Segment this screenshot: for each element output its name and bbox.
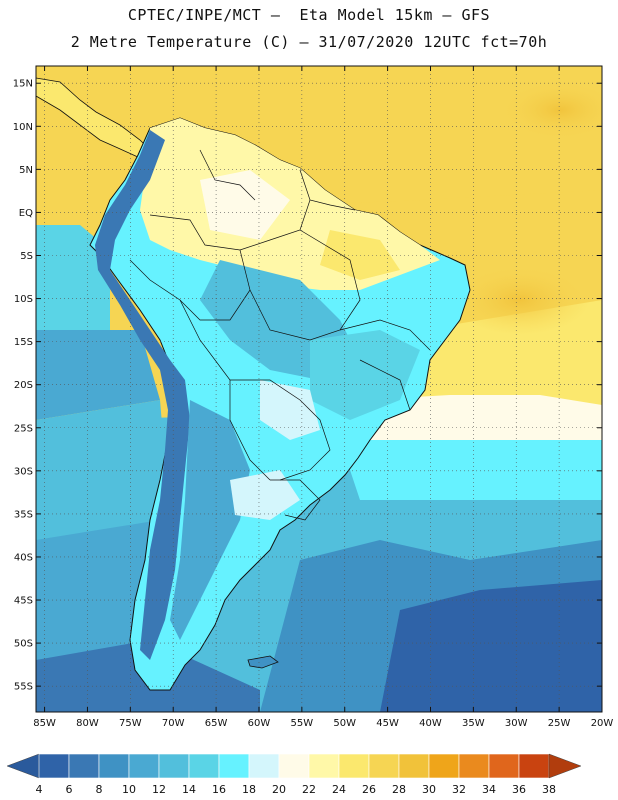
lon-label: 75W (119, 718, 142, 729)
lat-label: 40S (14, 552, 33, 563)
falkland-islands (247, 655, 279, 669)
colorbar-swatch (68, 753, 100, 779)
lat-label: 45S (14, 596, 33, 607)
colorbar-label: 16 (212, 783, 226, 796)
lon-label: 35W (462, 718, 485, 729)
latitude-labels: 15N 10N 5N EQ 5S 10S 15S 20S 25S 30S 35S 40S 45S 50S 5… (13, 79, 33, 693)
colorbar-swatch (428, 753, 460, 779)
colorbar-label: 14 (182, 783, 196, 796)
lon-label: 55W (291, 718, 314, 729)
colorbar-swatch (248, 753, 280, 779)
andes-cold-spine (95, 130, 190, 660)
land-pale-paraguay (260, 380, 320, 440)
lon-label: 20W (591, 718, 614, 729)
colorbar-under-arrow (6, 753, 40, 779)
colorbar-label: 8 (96, 783, 103, 796)
map-frame (35, 65, 603, 713)
land-yellow-amazon (320, 230, 400, 280)
atlantic-south-cold (380, 580, 602, 712)
colorbar-label: 10 (122, 783, 136, 796)
colorbar-label: 18 (242, 783, 256, 796)
colorbar-swatch (368, 753, 400, 779)
colorbar-swatch (398, 753, 430, 779)
lon-label: 65W (205, 718, 228, 729)
lon-label: 45W (376, 718, 399, 729)
colorbar-label: 30 (422, 783, 436, 796)
colorbar-label: 24 (332, 783, 346, 796)
colorbar-swatch (518, 753, 550, 779)
lat-label: 25S (14, 423, 33, 434)
chart-title: CPTEC/INPE/MCT – Eta Model 15km – GFS (127, 6, 491, 24)
lat-label: 5N (19, 165, 33, 176)
lat-label: 35S (14, 509, 33, 520)
lat-label: 15S (14, 337, 33, 348)
colorbar-label: 36 (512, 783, 526, 796)
lon-label: 80W (76, 718, 99, 729)
colorbar-swatch (338, 753, 370, 779)
warm-spot-atlantic (450, 265, 590, 335)
colorbar-label: 20 (272, 783, 286, 796)
country-borders (129, 149, 431, 521)
lon-label: 70W (162, 718, 185, 729)
lat-label: 5S (20, 251, 33, 262)
colorbar-swatch (458, 753, 490, 779)
colorbar-label: 28 (392, 783, 406, 796)
colorbar-swatch (488, 753, 520, 779)
axis-ticks (36, 66, 603, 712)
colorbar-label: 38 (542, 783, 556, 796)
pacific-mid-band (36, 225, 110, 330)
lon-label: 25W (548, 718, 571, 729)
colorbar-over-arrow (548, 753, 582, 779)
longitude-labels: 85W 80W 75W 70W 65W 60W 55W 50W 45W 40W 35W 30W 25W 2… (33, 718, 613, 729)
colorbar-swatch (38, 753, 70, 779)
colorbar-swatch (218, 753, 250, 779)
colorbar-label: 6 (66, 783, 73, 796)
chart-subtitle: 2 Metre Temperature (C) – 31/07/2020 12U… (70, 33, 548, 51)
lat-label: 15N (13, 79, 33, 90)
colorbar-labels: 4 6 8 10 12 14 16 18 20 22 24 26 28 30 32 34 36 38 (36, 783, 557, 796)
argentina-cool (170, 400, 250, 640)
ocean-cream-band (350, 395, 602, 450)
colorbar-swatch (128, 753, 160, 779)
lon-label: 50W (333, 718, 356, 729)
lat-label: 20S (14, 380, 33, 391)
colorbar-label: 26 (362, 783, 376, 796)
colorbar (6, 753, 582, 779)
map-fill-layer (36, 66, 602, 712)
pacific-south-band (36, 400, 170, 540)
lon-label: 40W (419, 718, 442, 729)
colorbar-swatch (278, 753, 310, 779)
land-pale-pampa (230, 470, 300, 520)
pacific-cool-band (36, 330, 160, 420)
ocean-cyan-band (340, 440, 602, 500)
colorbar-swatch (98, 753, 130, 779)
lon-label: 60W (248, 718, 271, 729)
lat-label: EQ (19, 208, 33, 219)
colorbar-label: 4 (36, 783, 43, 796)
colorbar-swatch (308, 753, 340, 779)
lat-label: 10N (13, 122, 33, 133)
warm-spot-north (500, 80, 602, 140)
colorbar-label: 34 (482, 783, 496, 796)
land-cream-venezuela (200, 170, 290, 240)
colorbar-swatch (158, 753, 190, 779)
land-cool-brazil (310, 330, 420, 420)
colorbar-label: 32 (452, 783, 466, 796)
colorbar-label: 12 (152, 783, 166, 796)
lat-label: 10S (14, 294, 33, 305)
lat-label: 50S (14, 639, 33, 650)
colorbar-swatch (188, 753, 220, 779)
colorbar-label: 22 (302, 783, 316, 796)
lon-label: 30W (505, 718, 528, 729)
lat-label: 55S (14, 682, 33, 693)
lon-label: 85W (33, 718, 56, 729)
lat-label: 30S (14, 466, 33, 477)
